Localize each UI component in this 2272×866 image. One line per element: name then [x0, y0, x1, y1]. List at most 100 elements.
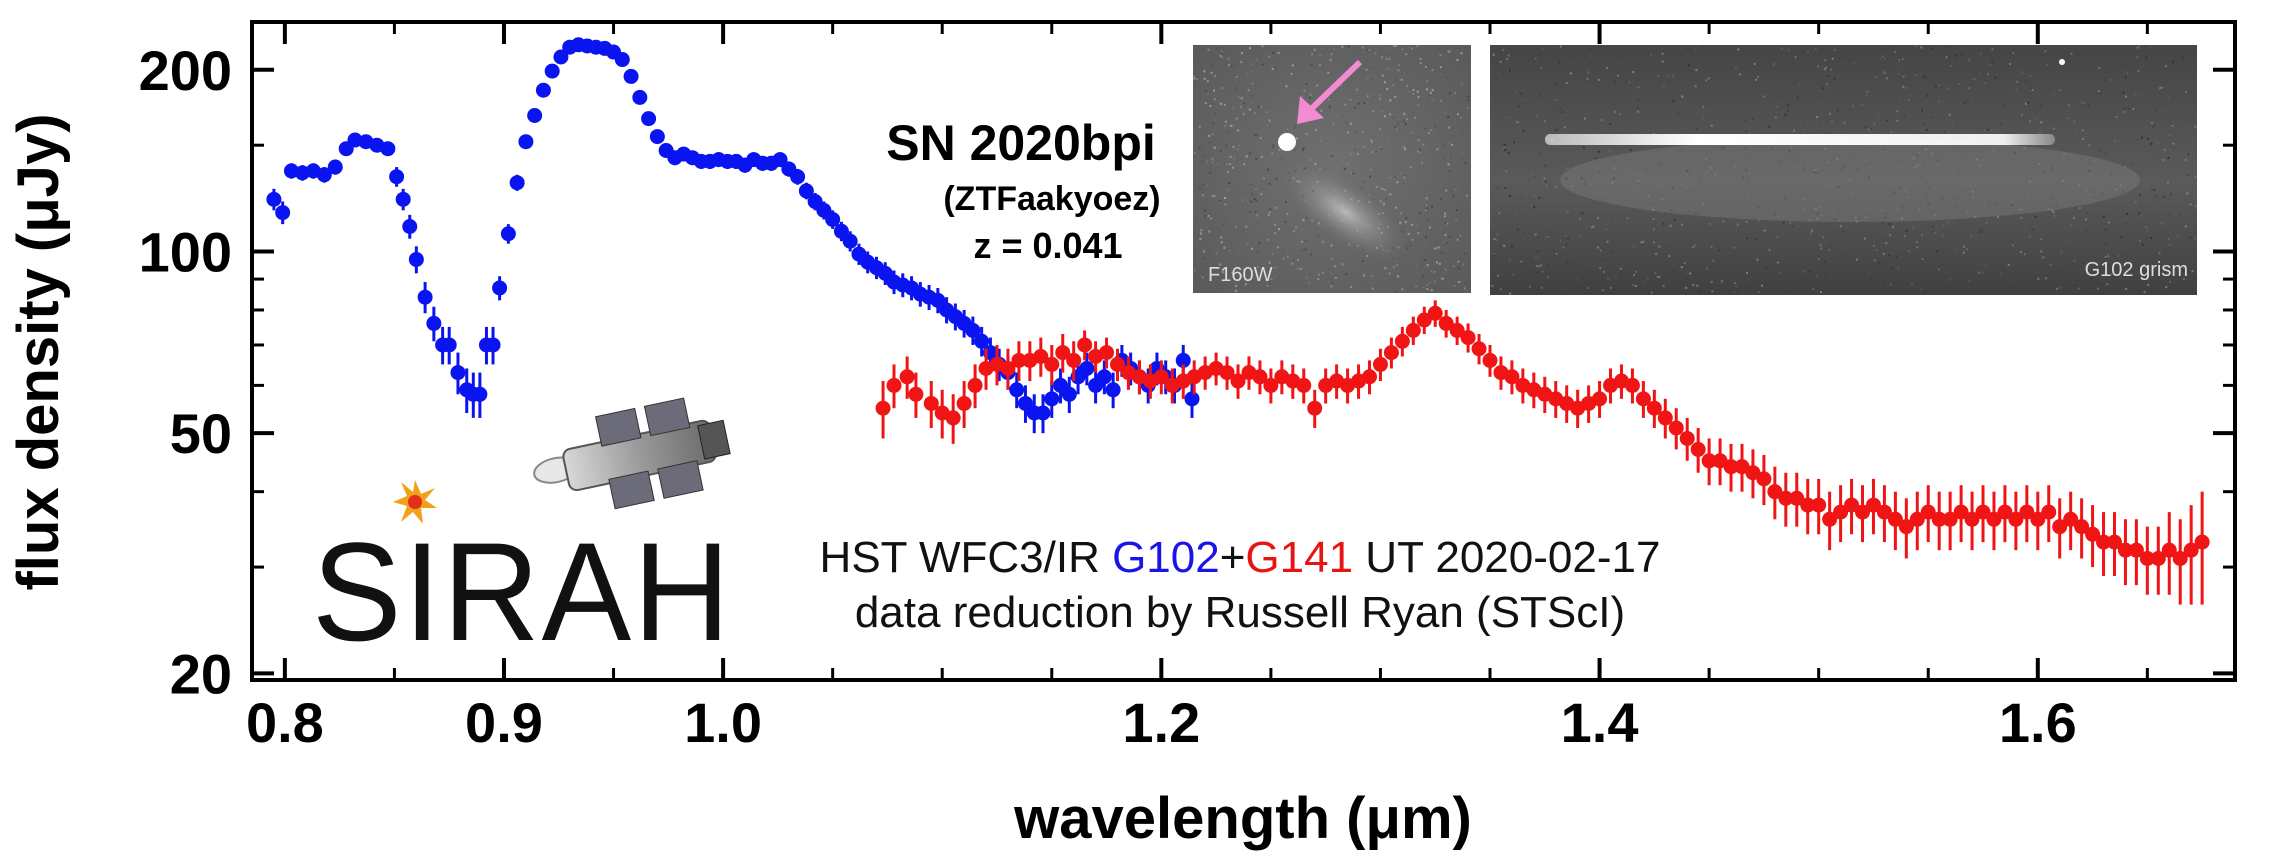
noise-speck [2064, 123, 2067, 126]
noise-speck [1782, 221, 1785, 224]
noise-speck [1460, 52, 1463, 55]
noise-speck [2006, 268, 2009, 271]
noise-speck [2091, 190, 2094, 193]
noise-speck [1431, 69, 1434, 72]
noise-speck [1816, 217, 1819, 220]
noise-speck [2106, 283, 2109, 286]
noise-speck [1924, 76, 1927, 79]
noise-speck [1406, 247, 1409, 250]
noise-speck [1656, 250, 1659, 253]
noise-speck [1898, 72, 1901, 75]
noise-speck [2075, 128, 2078, 131]
noise-speck [1277, 228, 1280, 231]
noise-speck [1249, 152, 1252, 155]
noise-speck [1343, 167, 1346, 170]
noise-speck [1706, 170, 1709, 173]
data-point [1044, 391, 1060, 407]
noise-speck [1379, 94, 1382, 97]
noise-speck [1199, 237, 1202, 240]
noise-speck [1711, 259, 1714, 262]
noise-speck [1757, 290, 1760, 293]
noise-speck [1924, 183, 1927, 186]
noise-speck [2078, 184, 2081, 187]
noise-speck [1507, 54, 1510, 57]
noise-speck [1819, 291, 1822, 294]
noise-speck [2040, 121, 2043, 124]
noise-speck [2182, 266, 2185, 269]
noise-speck [1795, 261, 1798, 264]
noise-speck [1734, 67, 1737, 70]
noise-speck [1882, 70, 1885, 73]
noise-speck [2194, 125, 2197, 128]
noise-speck [1316, 84, 1319, 87]
noise-speck [1608, 149, 1611, 152]
noise-speck [1371, 78, 1374, 81]
noise-speck [1220, 50, 1223, 53]
noise-speck [1682, 264, 1685, 267]
noise-speck [1238, 208, 1241, 211]
noise-speck [1930, 116, 1933, 119]
noise-speck [1629, 149, 1632, 152]
noise-speck [1920, 234, 1923, 237]
noise-speck [2014, 152, 2017, 155]
noise-speck [1567, 65, 1570, 68]
noise-speck [1319, 63, 1322, 66]
noise-speck [1919, 175, 1922, 178]
noise-speck [1777, 215, 1780, 218]
noise-speck [1824, 147, 1827, 150]
noise-speck [1586, 77, 1589, 80]
noise-speck [1393, 262, 1396, 265]
noise-speck [1308, 96, 1311, 99]
noise-speck [1756, 187, 1759, 190]
noise-speck [1765, 266, 1768, 269]
noise-speck [1635, 186, 1638, 189]
data-point [1997, 504, 2013, 520]
noise-speck [1258, 57, 1261, 60]
noise-speck [1363, 101, 1366, 104]
noise-speck [1424, 65, 1427, 68]
noise-speck [1375, 64, 1378, 67]
noise-speck [2055, 205, 2058, 208]
noise-speck [1254, 133, 1257, 136]
noise-speck [1547, 235, 1550, 238]
noise-speck [1626, 217, 1629, 220]
noise-speck [1581, 174, 1584, 177]
noise-speck [2021, 114, 2024, 117]
noise-speck [1428, 281, 1431, 284]
noise-speck [1516, 121, 1519, 124]
noise-speck [1777, 261, 1780, 264]
noise-speck [1381, 277, 1384, 280]
noise-speck [1705, 267, 1708, 270]
noise-speck [2049, 75, 2052, 78]
noise-speck [1389, 113, 1392, 116]
noise-speck [1525, 56, 1528, 59]
noise-speck [2070, 52, 2073, 55]
noise-speck [1646, 167, 1649, 170]
noise-speck [1304, 248, 1307, 251]
noise-speck [1271, 67, 1274, 70]
noise-speck [1210, 217, 1213, 220]
noise-speck [1439, 66, 1442, 69]
noise-speck [2165, 286, 2168, 289]
noise-speck [1455, 218, 1458, 221]
noise-speck [1403, 114, 1406, 117]
noise-speck [1868, 128, 1871, 131]
noise-speck [1273, 63, 1276, 66]
data-point [2008, 511, 2024, 527]
noise-speck [1978, 164, 1981, 167]
noise-speck [1599, 249, 1602, 252]
noise-speck [2140, 214, 2143, 217]
noise-speck [1346, 163, 1349, 166]
noise-speck [1784, 113, 1787, 116]
noise-speck [1898, 99, 1901, 102]
noise-speck [1405, 229, 1408, 232]
noise-speck [1578, 217, 1581, 220]
noise-speck [1464, 162, 1467, 165]
noise-speck [1330, 105, 1333, 108]
noise-speck [1392, 84, 1395, 87]
noise-speck [1727, 59, 1730, 62]
noise-speck [2191, 269, 2194, 272]
noise-speck [1688, 172, 1691, 175]
noise-speck [1745, 208, 1748, 211]
noise-speck [2145, 226, 2148, 229]
